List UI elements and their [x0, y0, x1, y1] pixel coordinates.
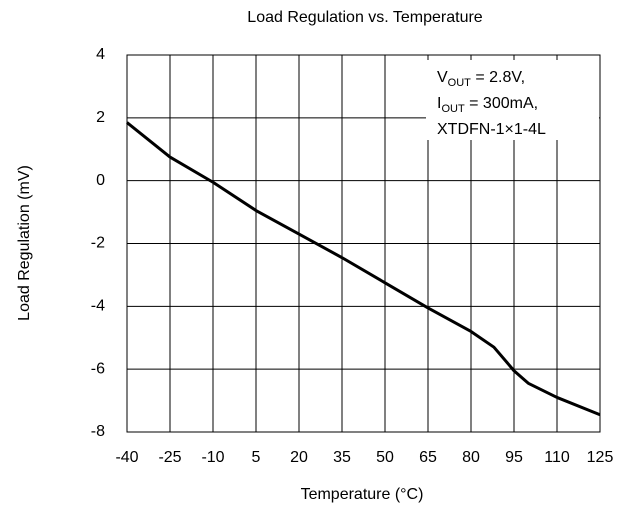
- x-tick-label: -40: [115, 449, 138, 466]
- x-tick-label: -10: [201, 449, 224, 466]
- y-tick-label: -6: [91, 360, 105, 377]
- annotation-text: V: [437, 69, 448, 86]
- y-tick-label: -4: [91, 298, 105, 315]
- annotation: XTDFN-1×1-4L: [437, 121, 546, 138]
- y-tick-label: 4: [96, 46, 105, 63]
- x-tick-label: 95: [505, 449, 523, 466]
- x-tick-label: 5: [252, 449, 261, 466]
- annotation-box: [426, 60, 599, 140]
- annotation-text: I: [437, 95, 441, 112]
- x-tick-label: 65: [419, 449, 437, 466]
- annotation-sub: OUT: [441, 103, 465, 115]
- data-line: [126, 121, 601, 417]
- annotation-sub: OUT: [448, 77, 472, 89]
- x-axis-label: Temperature (°C): [301, 486, 424, 503]
- x-tick-label: 35: [333, 449, 351, 466]
- annotation: IOUT = 300mA,: [437, 95, 538, 115]
- chart-title: Load Regulation vs. Temperature: [247, 9, 483, 26]
- y-tick-label: 2: [96, 109, 105, 126]
- annotation-text: XTDFN-1×1-4L: [437, 121, 546, 138]
- annotation-text: = 300mA,: [465, 95, 538, 112]
- x-tick-label: 50: [376, 449, 394, 466]
- x-tick-label: 80: [462, 449, 480, 466]
- y-tick-label: -8: [91, 423, 105, 440]
- y-tick-label: -2: [91, 235, 105, 252]
- annotation-text: = 2.8V,: [471, 69, 525, 86]
- x-tick-label: -25: [158, 449, 181, 466]
- x-tick-label: 110: [544, 449, 570, 466]
- annotation: VOUT = 2.8V,: [437, 69, 525, 89]
- y-tick-label: 0: [96, 172, 105, 189]
- x-tick-label: 125: [587, 449, 614, 466]
- y-axis-label: Load Regulation (mV): [16, 165, 33, 321]
- x-tick-label: 20: [290, 449, 308, 466]
